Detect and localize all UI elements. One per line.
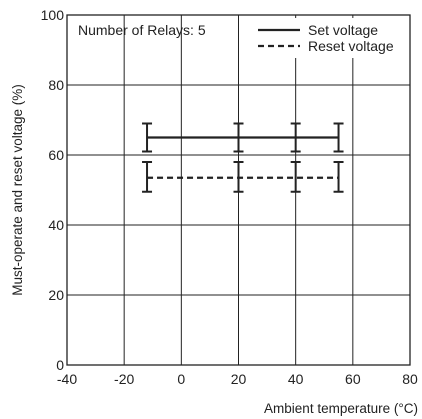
x-axis-label: Ambient temperature (°C) [264,401,418,416]
error-bar [333,161,344,193]
series-1 [142,161,344,193]
error-bar [233,122,244,153]
legend-box [253,18,408,58]
error-bar [142,161,153,193]
error-bar [290,161,301,193]
legend-label-reset-voltage: Reset voltage [308,38,394,54]
error-bar [233,161,244,193]
y-tick-label: 60 [48,147,64,163]
x-tick-label: 60 [345,371,361,387]
x-tick-label: 0 [177,371,185,387]
y-tick-label: 20 [48,287,64,303]
x-tick-label: 80 [402,371,418,387]
relay-count-annotation: Number of Relays: 5 [78,22,206,38]
error-bar [142,122,153,153]
series-0 [142,122,344,153]
y-tick-label: 80 [48,77,64,93]
error-bar [333,122,344,153]
grid [67,15,410,365]
y-axis-label: Must-operate and reset voltage (%) [10,84,25,296]
x-tick-label: -40 [57,371,77,387]
y-axis-ticks: 0 20 40 60 80 100 [41,7,65,373]
y-tick-label: 0 [56,357,64,373]
error-bar [290,122,301,153]
x-tick-label: 40 [288,371,304,387]
legend-label-set-voltage: Set voltage [308,22,378,38]
legend: Set voltage Reset voltage [253,18,408,58]
plot-frame [66,14,411,366]
x-axis-ticks: -40 -20 0 20 40 60 80 [57,371,418,387]
series-layer [142,122,344,193]
x-tick-label: -20 [114,371,134,387]
x-tick-label: 20 [231,371,247,387]
y-tick-label: 40 [48,217,64,233]
y-tick-label: 100 [41,7,65,23]
